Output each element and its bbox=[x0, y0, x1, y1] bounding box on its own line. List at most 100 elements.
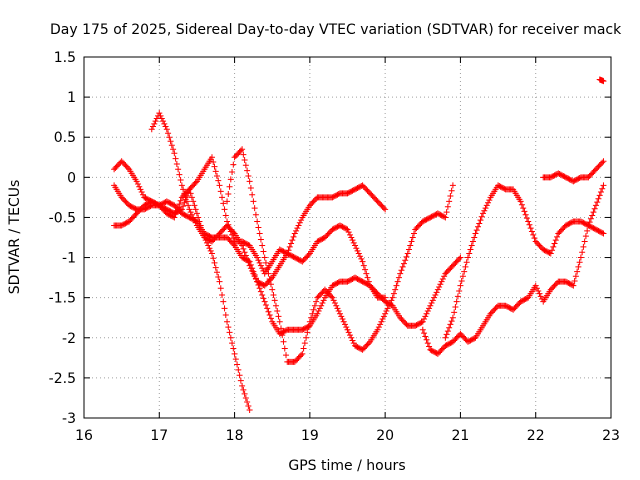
data-point bbox=[229, 239, 236, 246]
data-point bbox=[523, 295, 530, 302]
data-point bbox=[294, 255, 301, 262]
data-point bbox=[255, 281, 262, 288]
data-point bbox=[531, 235, 538, 242]
data-point bbox=[240, 151, 247, 158]
data-point bbox=[181, 211, 188, 218]
data-point bbox=[318, 236, 325, 243]
data-point bbox=[591, 205, 598, 212]
y-tick-label: -2.5 bbox=[49, 371, 76, 387]
grid-lines bbox=[84, 57, 611, 418]
data-point bbox=[111, 166, 118, 173]
data-point bbox=[290, 233, 297, 240]
data-point bbox=[587, 223, 594, 230]
data-point bbox=[190, 214, 197, 221]
data-point bbox=[378, 294, 385, 301]
data-point bbox=[214, 269, 221, 276]
data-point bbox=[349, 275, 356, 282]
data-point bbox=[256, 285, 263, 292]
data-point bbox=[444, 341, 451, 348]
data-point bbox=[385, 302, 392, 309]
data-point bbox=[148, 126, 155, 133]
data-point bbox=[128, 203, 135, 210]
data-point bbox=[360, 279, 367, 286]
data-point bbox=[442, 334, 449, 341]
data-point bbox=[416, 320, 423, 327]
data-point bbox=[478, 213, 485, 220]
data-point bbox=[495, 182, 502, 189]
data-point bbox=[461, 334, 468, 341]
data-point bbox=[256, 230, 263, 237]
data-point bbox=[289, 253, 296, 260]
data-point bbox=[208, 250, 215, 257]
data-point bbox=[453, 334, 460, 341]
data-point bbox=[182, 212, 189, 219]
data-point bbox=[550, 283, 557, 290]
data-point bbox=[345, 329, 352, 336]
data-point bbox=[112, 164, 119, 171]
data-point bbox=[129, 204, 136, 211]
data-point bbox=[265, 270, 272, 277]
data-point bbox=[136, 207, 143, 214]
data-point bbox=[195, 214, 202, 221]
data-point bbox=[315, 308, 322, 315]
data-point bbox=[178, 182, 185, 189]
data-point bbox=[518, 298, 525, 305]
data-point bbox=[224, 234, 231, 241]
data-point bbox=[222, 212, 229, 219]
data-point bbox=[246, 262, 253, 269]
data-point bbox=[422, 313, 429, 320]
data-point bbox=[562, 278, 569, 285]
data-point bbox=[575, 263, 582, 270]
data-point bbox=[261, 298, 268, 305]
data-point bbox=[338, 313, 345, 320]
data-point bbox=[482, 205, 489, 212]
data-point bbox=[250, 198, 257, 205]
data-point bbox=[211, 259, 218, 266]
data-point bbox=[402, 257, 409, 264]
data-point bbox=[225, 235, 232, 242]
data-point bbox=[353, 275, 360, 282]
data-point bbox=[597, 229, 604, 236]
data-point bbox=[259, 242, 266, 249]
data-point bbox=[502, 302, 509, 309]
data-point bbox=[390, 290, 397, 297]
data-point bbox=[219, 227, 226, 234]
data-point bbox=[501, 185, 508, 192]
data-point bbox=[422, 217, 429, 224]
data-point bbox=[225, 324, 232, 331]
data-point bbox=[235, 366, 242, 373]
data-point bbox=[231, 350, 238, 357]
data-point bbox=[122, 198, 129, 205]
data-point bbox=[368, 191, 375, 198]
data-point bbox=[594, 227, 601, 234]
data-point bbox=[600, 158, 607, 165]
data-point bbox=[541, 247, 548, 254]
data-point bbox=[575, 175, 582, 182]
data-point bbox=[487, 310, 494, 317]
data-point bbox=[127, 217, 134, 224]
data-point bbox=[441, 273, 448, 280]
data-point bbox=[443, 342, 450, 349]
data-point bbox=[163, 126, 170, 133]
data-point bbox=[472, 230, 479, 237]
y-tick-label: -1 bbox=[62, 251, 76, 267]
data-point bbox=[232, 356, 239, 363]
data-point bbox=[300, 326, 307, 333]
data-point bbox=[564, 221, 571, 228]
data-point bbox=[505, 304, 512, 311]
data-point bbox=[393, 282, 400, 289]
data-point bbox=[319, 235, 326, 242]
data-point bbox=[168, 209, 175, 216]
data-point bbox=[576, 259, 583, 266]
data-point bbox=[259, 265, 266, 272]
data-point bbox=[530, 231, 537, 238]
data-point bbox=[212, 264, 219, 271]
data-point bbox=[467, 246, 474, 253]
data-point bbox=[357, 253, 364, 260]
data-point bbox=[166, 134, 173, 141]
data-point bbox=[215, 231, 222, 238]
data-point bbox=[264, 305, 271, 312]
data-point bbox=[236, 148, 243, 155]
data-point bbox=[559, 172, 566, 179]
x-axis-label: GPS time / hours bbox=[288, 458, 405, 474]
